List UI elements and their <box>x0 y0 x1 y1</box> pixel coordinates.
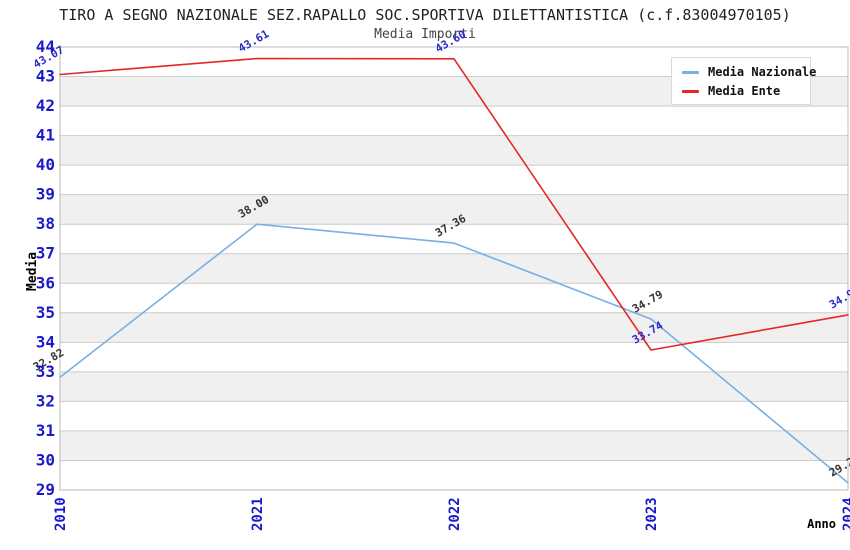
y-tick-label: 30 <box>36 450 55 469</box>
series-line-media-nazionale <box>59 223 849 484</box>
plot-band <box>60 312 848 343</box>
y-tick-label: 44 <box>36 37 55 56</box>
y-tick-label: 38 <box>36 214 55 233</box>
series-line-media-ente <box>59 57 849 351</box>
plot-band <box>60 371 848 402</box>
y-tick-label: 35 <box>36 303 55 322</box>
x-tick-label: 2021 <box>250 497 266 531</box>
x-tick-label: 2022 <box>447 497 463 531</box>
point-label: 34.93 <box>827 284 850 312</box>
y-tick-label: 33 <box>36 362 55 381</box>
y-tick-label: 43 <box>36 67 55 86</box>
plot-band <box>60 135 848 166</box>
plot-band <box>60 253 848 284</box>
legend-line-swatch-nazionale <box>682 70 699 74</box>
y-tick-label: 29 <box>36 480 55 499</box>
legend-item-media-ente: Media Ente <box>682 84 800 98</box>
y-tick-label: 31 <box>36 421 55 440</box>
plot-band <box>60 430 848 461</box>
chart-title: TIRO A SEGNO NAZIONALE SEZ.RAPALLO SOC.S… <box>59 6 791 24</box>
y-tick-label: 42 <box>36 96 55 115</box>
y-tick-label: 32 <box>36 391 55 410</box>
x-tick-label: 2024 <box>841 497 850 531</box>
legend: Media Nazionale Media Ente <box>671 57 816 105</box>
legend-line-swatch-ente <box>682 89 699 93</box>
legend-label-media-nazionale: Media Nazionale <box>708 65 817 79</box>
x-axis-title: Anno <box>807 517 836 531</box>
y-tick-label: 37 <box>36 244 55 263</box>
y-tick-label: 39 <box>36 185 55 204</box>
y-tick-label: 34 <box>36 332 55 351</box>
chart-subtitle: Media Importi <box>374 27 476 42</box>
y-axis-title: Media <box>25 252 40 291</box>
y-tick-label: 36 <box>36 273 55 292</box>
y-tick-label: 41 <box>36 126 55 145</box>
legend-label-media-ente: Media Ente <box>708 84 781 98</box>
plot-band <box>60 194 848 225</box>
point-label: 43.60 <box>433 28 468 56</box>
x-tick-label: 2023 <box>644 497 660 531</box>
plot-frame <box>59 46 849 491</box>
legend-item-media-nazionale: Media Nazionale <box>682 65 816 79</box>
point-label: 43.61 <box>236 27 272 55</box>
y-tick-label: 40 <box>36 155 55 174</box>
x-tick-label: 2010 <box>53 497 69 531</box>
point-label: 34.79 <box>630 288 665 316</box>
